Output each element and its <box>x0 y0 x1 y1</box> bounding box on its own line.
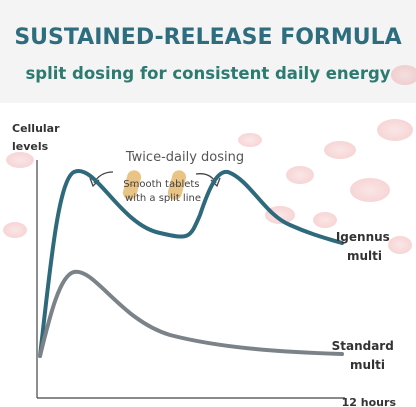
tablet-note: Smooth tablets with a split line <box>123 179 202 204</box>
y-axis-label: Cellular levels <box>12 122 63 153</box>
title: SUSTAINED-RELEASE FORMULA <box>14 25 401 50</box>
subtitle: split dosing for consistent daily energy <box>25 64 390 83</box>
igennus-label: Igennus multi <box>336 230 394 263</box>
igennus-curve <box>38 168 344 358</box>
blood-cells <box>3 65 416 254</box>
dosing-label: Twice-daily dosing <box>125 150 244 165</box>
x-axis-label: 12 hours <box>342 396 397 407</box>
tablets <box>122 170 187 200</box>
standard-curve <box>38 269 344 358</box>
standard-label: Standard multi <box>332 339 398 372</box>
header-band <box>0 0 416 103</box>
